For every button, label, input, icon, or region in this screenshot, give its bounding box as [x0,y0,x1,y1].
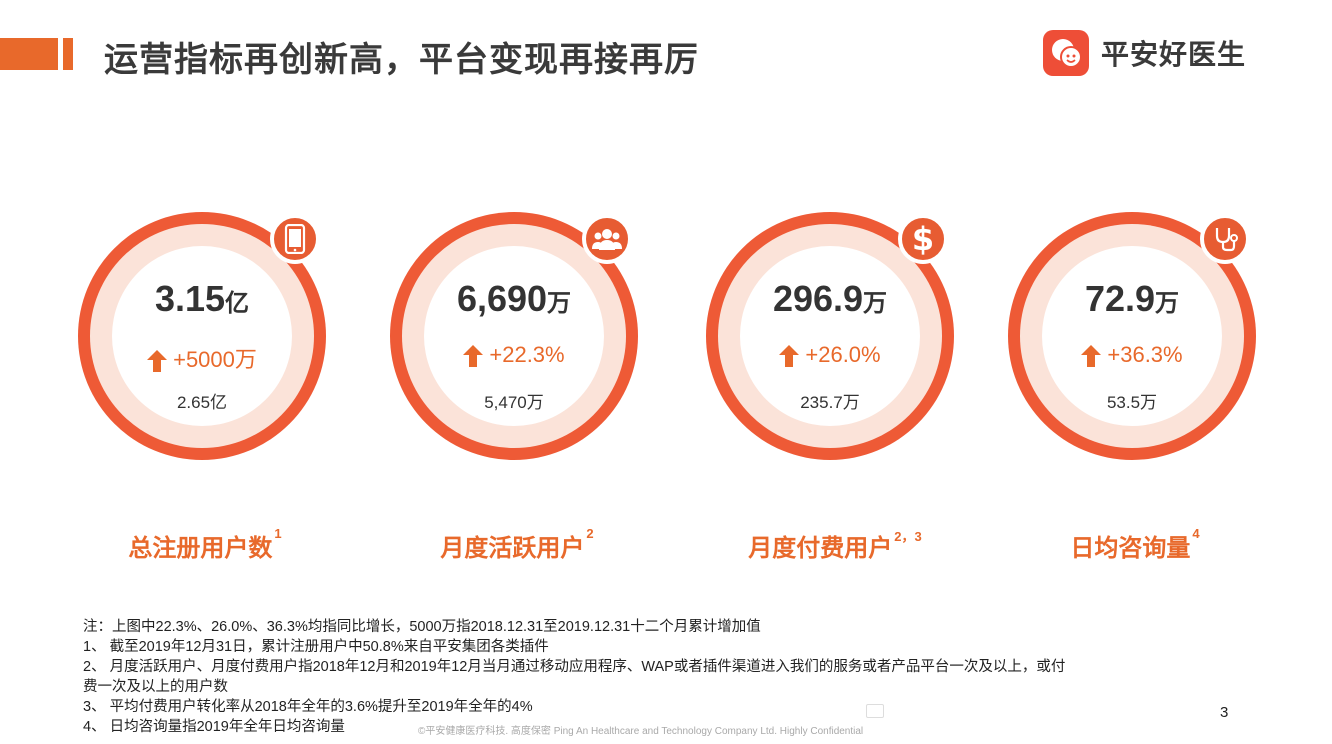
company-logo: 平安好医生 [1043,30,1246,76]
metric-previous: 2.65亿 [176,393,228,412]
footnotes: 注：上图中22.3%、26.0%、36.3%均指同比增长，5000万指2018.… [83,617,1065,737]
metric-change: +22.3% [390,342,638,368]
metric-change: +5000万 [78,342,326,374]
header-accent-bar [0,38,58,70]
metric-paying-users: $ 296.9万 +26.0% 235.7万 [706,212,954,460]
metric-value: 3.15亿 [154,278,250,319]
footnote-line: 3、 平均付费用户转化率从2018年全年的3.6%提升至2019年全年的4% [83,699,533,715]
stethoscope-icon [1200,214,1250,264]
metric-previous: 235.7万 [800,393,860,412]
header-accent-bar-small [63,38,73,70]
tablet-icon [270,214,320,264]
metric-label: 总注册用户数1 [128,526,282,562]
metric-value: 72.9万 [1084,278,1180,319]
footnote-line: 注：上图中22.3%、26.0%、36.3%均指同比增长，5000万指2018.… [83,619,761,635]
logo-icon [1043,30,1089,76]
page-number: 3 [1220,704,1229,721]
metric-mau: 6,690万 +22.3% 5,470万 [390,212,638,460]
up-arrow-icon [1081,345,1102,368]
metric-change: +36.3% [1008,342,1256,368]
up-arrow-icon [779,345,800,368]
footnote-line: 4、 日均咨询量指2019年全年日均咨询量 [83,719,345,735]
metric-change: +26.0% [706,342,954,368]
footnote-line: 费一次及以上的用户数 [83,679,228,695]
metric-daily-consultations: 72.9万 +36.3% 53.5万 [1008,212,1256,460]
metric-total-users: 3.15亿 +5000万 2.65亿 [78,212,326,460]
footnote-line: 2、 月度活跃用户、月度付费用户指2018年12月和2019年12月当月通过移动… [83,659,1066,675]
users-icon [582,214,632,264]
dollar-icon: $ [898,214,948,264]
confidential-footer: ©平安健康医疗科技. 高度保密 Ping An Healthcare and T… [418,726,864,737]
footnote-line: 1、 截至2019年12月31日，累计注册用户中50.8%来自平安集团各类插件 [83,639,549,655]
metric-value: 6,690万 [456,278,572,319]
svg-text:$: $ [912,222,934,256]
metric-value: 296.9万 [772,278,888,319]
footer-mark-icon [866,704,884,718]
up-arrow-icon [463,345,484,368]
metric-previous: 53.5万 [1106,393,1158,412]
metric-label: 日均咨询量4 [1070,526,1200,562]
metric-previous: 5,470万 [484,393,544,412]
logo-text: 平安好医生 [1101,39,1247,70]
metric-label: 月度活跃用户2 [440,526,594,562]
metric-label: 月度付费用户 2，3 [748,529,922,562]
page-title: 运营指标再创新高，平台变现再接再厉 [104,41,699,79]
up-arrow-icon [147,350,168,373]
